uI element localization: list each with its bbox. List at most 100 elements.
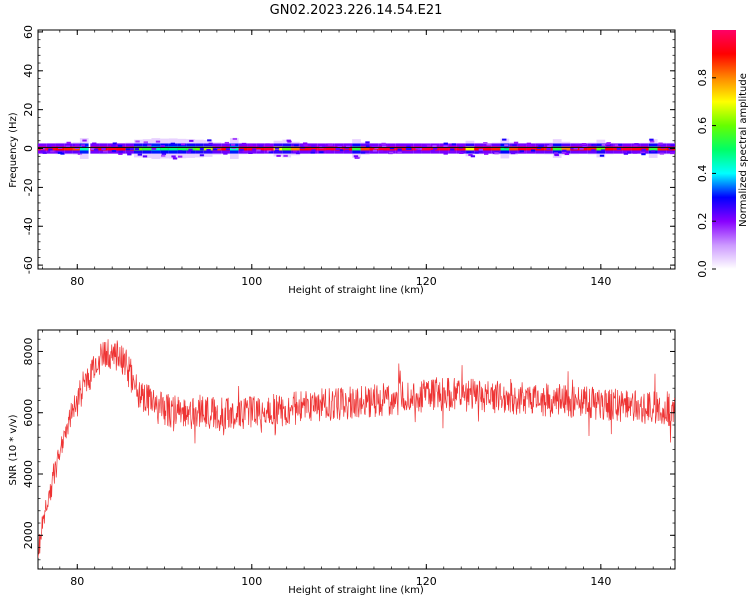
spectrogram-speckle (381, 142, 386, 145)
spectrogram-core-cell (622, 146, 632, 151)
spectrogram-speckle (417, 147, 423, 150)
spectrogram-speckle (118, 152, 123, 155)
spectrogram-speckle (502, 138, 507, 141)
spectrogram-speckle (327, 143, 333, 146)
spectrogram-speckle (632, 151, 638, 154)
spectrogram-speckle (614, 144, 619, 147)
spectrogram-speckle (208, 142, 213, 145)
colorbar-tick-label: 0.8 (696, 69, 709, 87)
spectrogram-speckle (206, 148, 211, 151)
spectrogram-speckle (295, 152, 301, 155)
spectrogram-speckle (365, 145, 371, 148)
spectrogram-core-cell (221, 146, 230, 151)
spectrogram-speckle (90, 148, 96, 151)
spectrogram-core-cell (264, 146, 274, 151)
spectrogram-speckle (478, 150, 483, 153)
spectrogram-speckle (451, 143, 457, 146)
spectrogram-speckle (48, 148, 53, 151)
spectrogram-x-tick-label: 100 (241, 275, 262, 288)
spectrogram-speckle (339, 149, 345, 152)
spectrogram-speckle (129, 148, 135, 151)
colorbar-tick-label: 0.0 (696, 260, 709, 278)
spectrogram-speckle (592, 144, 597, 147)
spectrogram-speckle (601, 143, 606, 146)
spectrogram-speckle (143, 141, 148, 144)
spectrogram-x-axis-label: Height of straight line (km) (288, 285, 424, 296)
spectrogram-core-cell (640, 146, 649, 151)
spectrogram-speckle (397, 148, 402, 151)
spectrogram-core-cell (509, 146, 518, 151)
spectrogram-core-cell (631, 146, 641, 151)
spectrogram-core-cell (256, 146, 265, 151)
spectrogram-core-cell (483, 146, 492, 151)
spectrogram-speckle (57, 151, 63, 154)
spectrogram-speckle (311, 144, 316, 147)
spectrogram-speckle (553, 152, 559, 155)
spectrogram-speckle (416, 150, 421, 153)
spectrogram-speckle (178, 150, 183, 153)
spectrogram-speckle (659, 152, 665, 155)
spectrogram-core-cell (317, 146, 326, 151)
spectrogram-speckle (616, 147, 622, 150)
snr-x-tick-label: 120 (416, 575, 437, 588)
spectrogram-core-cell (360, 146, 370, 151)
spectrogram-core-cell (291, 146, 300, 151)
spectrogram-core-cell (491, 146, 501, 151)
spectrogram-speckle (432, 145, 437, 148)
spectrogram-speckle (562, 149, 567, 152)
spectrogram-speckle (248, 143, 253, 146)
spectrogram-speckle (200, 148, 205, 151)
spectrogram-speckle (432, 147, 438, 150)
spectrogram-speckle (425, 144, 430, 147)
spectrogram-speckle (519, 144, 525, 147)
spectrogram-speckle (450, 148, 455, 151)
spectrogram-core-cell (203, 146, 213, 151)
colorbar-tick-label: 0.6 (696, 117, 709, 135)
spectrogram-speckle (365, 141, 370, 144)
spectrogram-speckle (256, 149, 261, 152)
spectrogram-speckle (111, 144, 116, 147)
spectrogram-speckle (134, 148, 140, 151)
spectrogram-speckle (207, 139, 212, 142)
spectrogram-speckle (177, 155, 183, 158)
spectrogram-speckle (378, 150, 384, 153)
spectrogram-speckle (248, 152, 253, 155)
spectrogram-y-tick-label: 20 (22, 103, 35, 117)
spectrogram-speckle (92, 142, 97, 145)
spectrogram-speckle (224, 141, 230, 144)
colorbar-gradient (712, 30, 736, 269)
spectrogram-speckle (554, 153, 559, 156)
spectrogram-speckle (483, 142, 488, 145)
spectrogram-y-tick-label: 0 (22, 145, 35, 152)
spectrogram-speckle (170, 142, 176, 145)
spectrogram-core-cell (195, 146, 204, 151)
snr-axes-frame (37, 329, 676, 570)
spectrogram-speckle (443, 145, 448, 148)
snr-y-axis-label: SNR (10 * v/v) (8, 414, 19, 485)
spectrogram-core-cell (552, 146, 562, 151)
snr-x-axis-label: Height of straight line (km) (288, 585, 424, 596)
spectrogram-speckle (623, 152, 629, 155)
spectrogram-speckle (547, 145, 552, 148)
colorbar-tick-label: 0.4 (696, 165, 709, 183)
spectrogram-core-cell (247, 146, 257, 151)
spectrogram-speckle (66, 151, 71, 154)
spectrogram-speckle (470, 155, 476, 158)
spectrogram-core-cell (79, 146, 89, 151)
spectrogram-speckle (74, 144, 80, 147)
snr-y-tick-label: 2000 (22, 521, 35, 549)
spectrogram-speckle (449, 150, 455, 153)
spectrogram-x-tick-label: 140 (590, 275, 611, 288)
spectrogram-core-cell (282, 146, 292, 151)
spectrogram-speckle (47, 145, 52, 148)
spectrogram-speckle (478, 148, 484, 151)
spectrogram-speckle (302, 142, 308, 145)
spectrogram-core-cell (587, 146, 597, 151)
spectrogram-speckle (513, 141, 519, 144)
spectrogram-x-tick-label: 120 (416, 275, 437, 288)
spectrogram-y-tick-label: 40 (22, 64, 35, 78)
spectrogram-speckle (345, 145, 351, 148)
spectrogram-core-cell (378, 146, 388, 151)
spectrogram-speckle (252, 148, 257, 151)
